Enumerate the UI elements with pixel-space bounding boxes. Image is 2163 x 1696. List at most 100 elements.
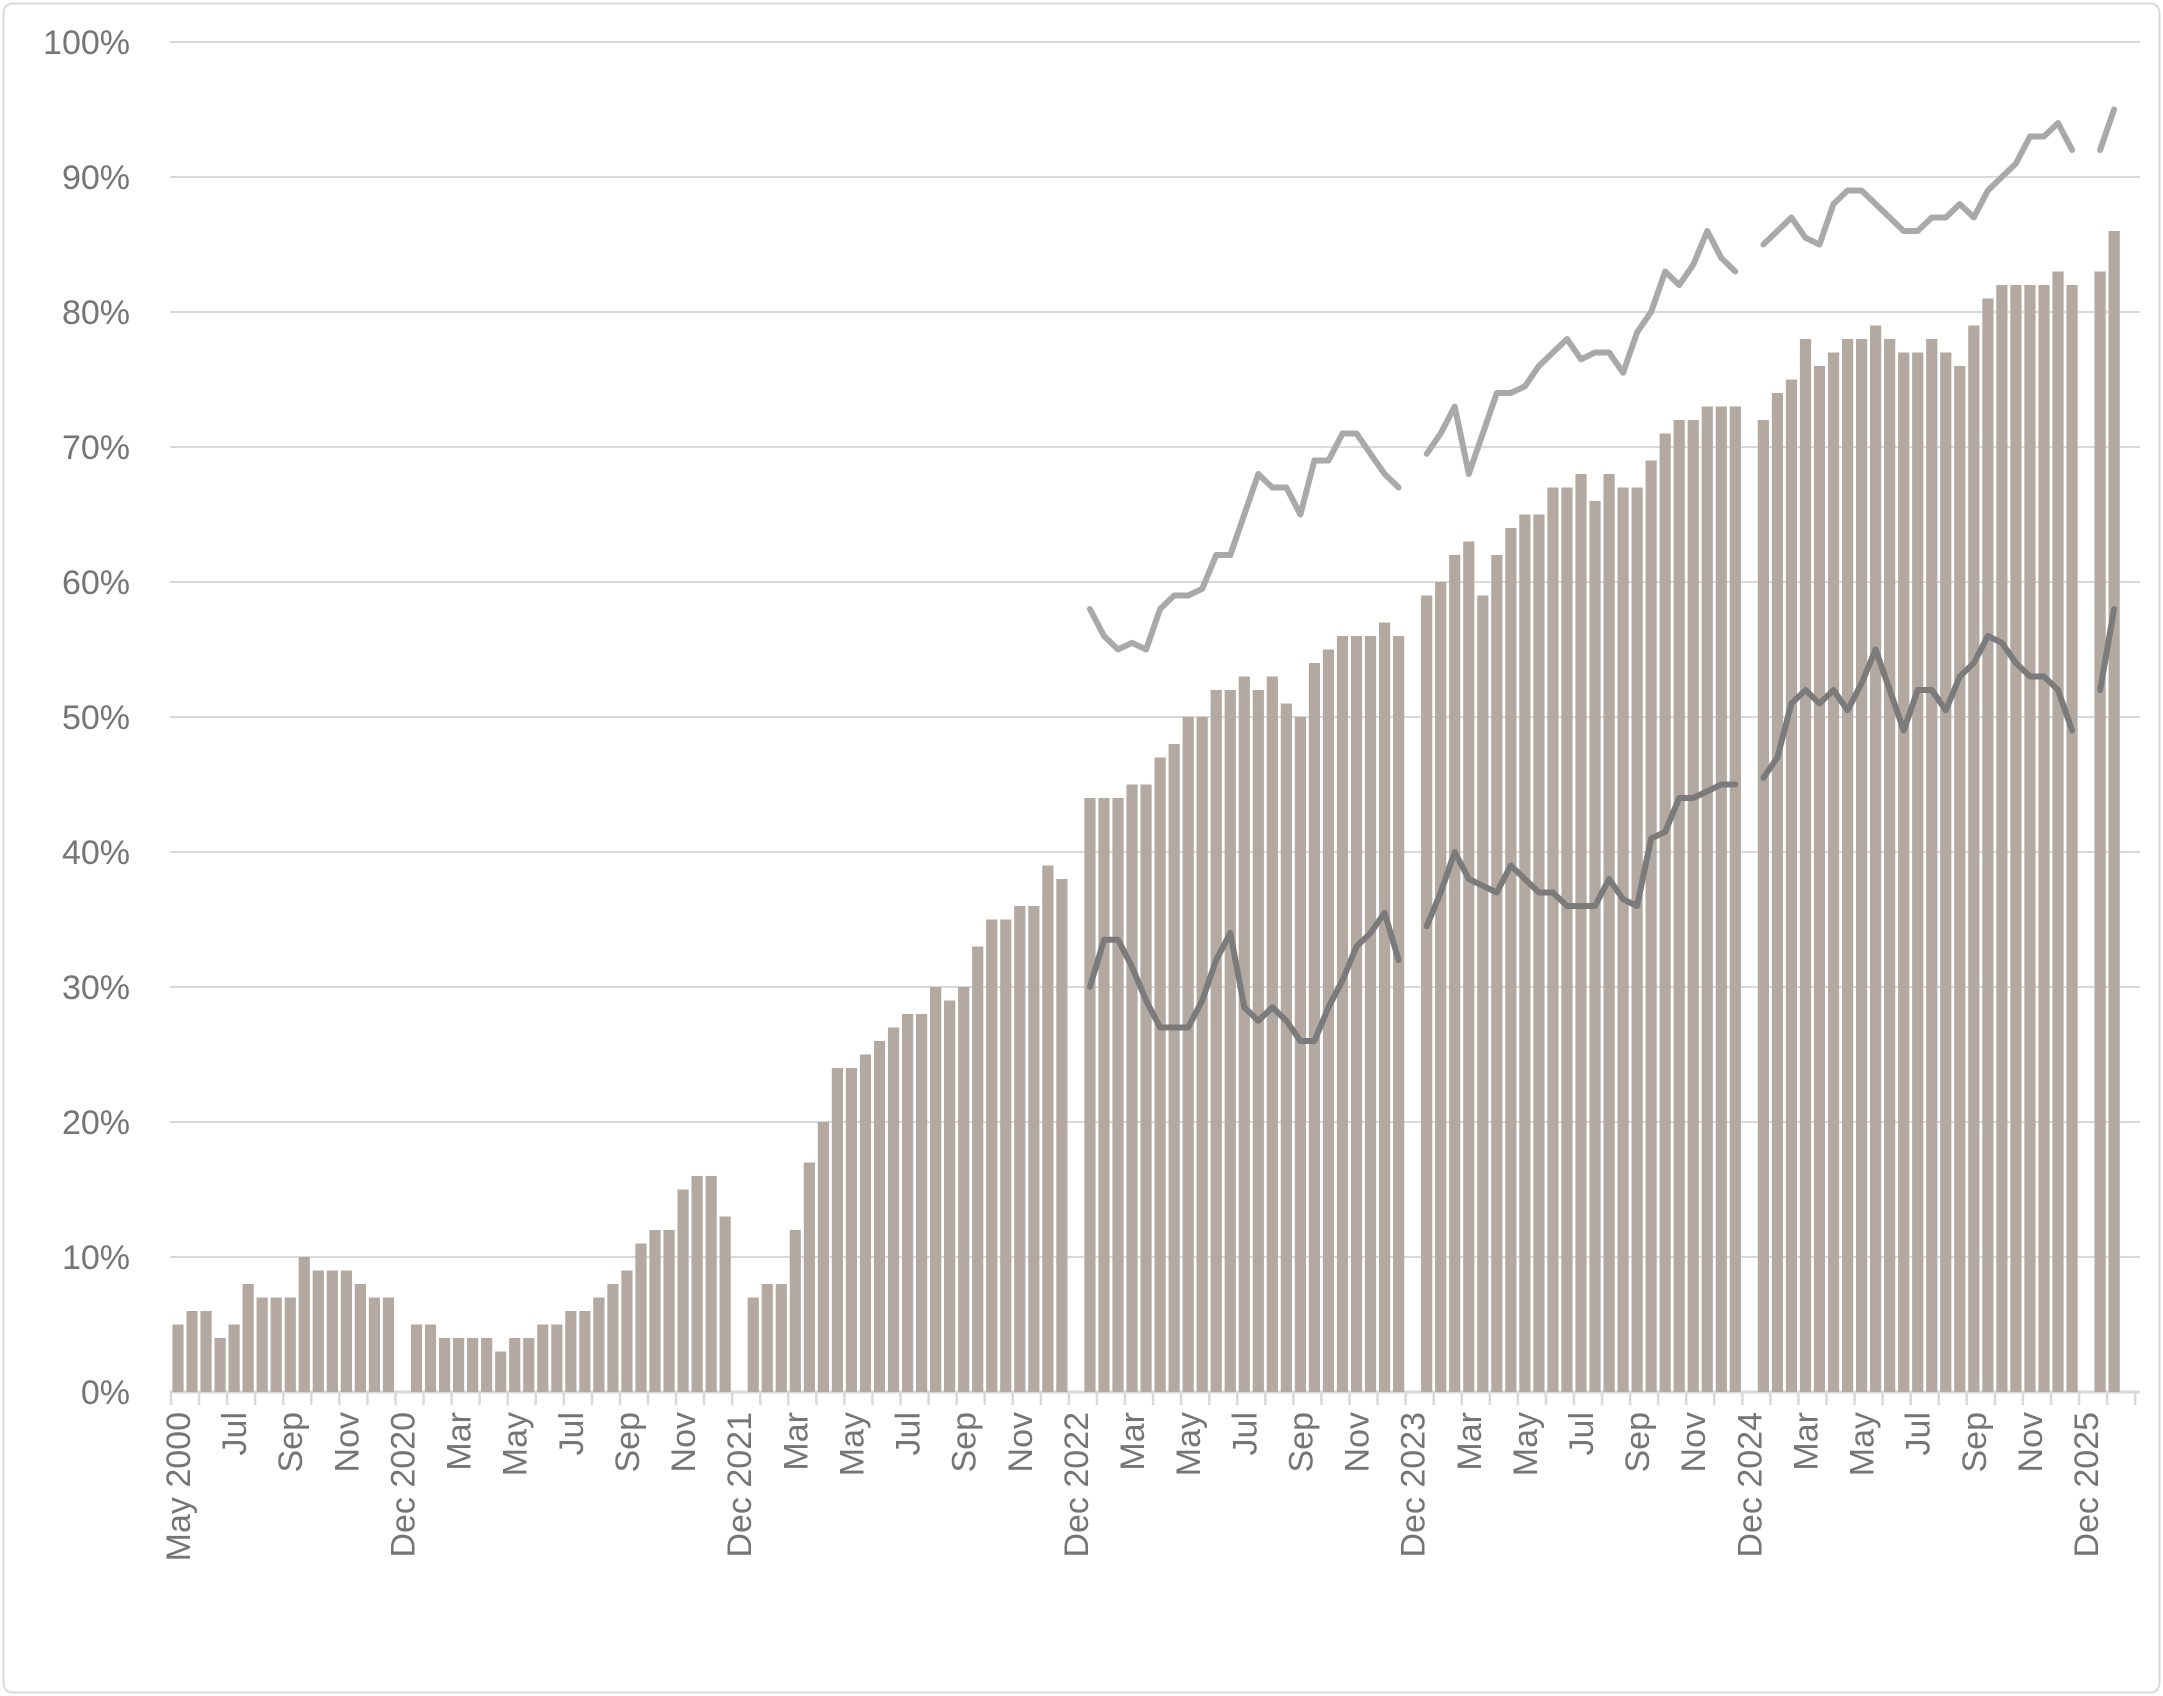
bar xyxy=(1084,798,1096,1392)
bar xyxy=(1898,352,1910,1392)
bar xyxy=(410,1324,423,1392)
bar xyxy=(1168,744,1180,1392)
bar xyxy=(1028,906,1040,1392)
bar xyxy=(565,1311,577,1392)
bar xyxy=(1982,298,1994,1392)
bar xyxy=(1940,352,1952,1392)
bar xyxy=(1477,595,1489,1392)
bar xyxy=(2094,271,2106,1392)
bar xyxy=(1547,487,1559,1392)
bar xyxy=(1589,501,1601,1392)
bar xyxy=(789,1230,801,1392)
bar xyxy=(481,1338,493,1392)
bar xyxy=(705,1176,717,1392)
bar xyxy=(944,1000,956,1392)
upper-line-segment xyxy=(2097,106,2118,153)
bar xyxy=(1519,514,1531,1392)
bar xyxy=(1196,717,1208,1392)
bar xyxy=(1785,379,1798,1392)
y-axis-tick-label: 30% xyxy=(62,969,130,1007)
bar xyxy=(1575,474,1587,1392)
bar xyxy=(1280,703,1292,1392)
bar xyxy=(368,1297,381,1392)
x-axis-tick-label: Jul xyxy=(1226,1412,1264,1455)
bar xyxy=(930,987,942,1392)
x-axis-tick-label: Mar xyxy=(777,1412,815,1471)
bar xyxy=(495,1351,507,1392)
x-axis-tick-label: Jul xyxy=(890,1412,928,1455)
lower-line-segment xyxy=(1760,633,2076,781)
bar xyxy=(887,1027,900,1392)
x-axis-tick-label: Jul xyxy=(553,1412,591,1455)
bar xyxy=(186,1311,198,1392)
bar xyxy=(537,1324,549,1392)
bar xyxy=(1350,636,1363,1392)
bars-series xyxy=(172,231,2120,1392)
bar xyxy=(579,1311,591,1392)
bar xyxy=(859,1054,872,1392)
x-axis-tick-label: Sep xyxy=(1956,1412,1994,1473)
bar xyxy=(1378,622,1391,1392)
bar xyxy=(1799,339,1812,1392)
bar xyxy=(1561,487,1573,1392)
bar xyxy=(1856,339,1868,1392)
bar xyxy=(256,1297,268,1392)
bar xyxy=(1210,690,1222,1392)
bar xyxy=(1322,649,1335,1392)
x-axis-tick-label: Nov xyxy=(1339,1412,1377,1472)
x-axis-tick-label: Dec 2024 xyxy=(1731,1412,1769,1558)
bar xyxy=(1056,879,1068,1392)
x-axis-tick-label: Sep xyxy=(272,1412,310,1473)
bar xyxy=(1659,433,1671,1392)
bar xyxy=(382,1297,395,1392)
bar xyxy=(1631,487,1643,1392)
bar xyxy=(1757,420,1769,1392)
bar xyxy=(649,1230,661,1392)
x-axis-tick-label: Nov xyxy=(2012,1412,2050,1472)
x-axis-tick-label: Nov xyxy=(1675,1412,1713,1472)
bar xyxy=(270,1297,282,1392)
x-axis-ticks xyxy=(169,1392,2137,1405)
bar xyxy=(1841,339,1854,1392)
x-axis-tick-label: Dec 2021 xyxy=(721,1412,759,1558)
upper-line-segment xyxy=(1086,430,1402,653)
bar xyxy=(326,1270,338,1392)
bar xyxy=(1827,352,1840,1392)
x-axis-tick-label: Sep xyxy=(1282,1412,1320,1473)
bar xyxy=(214,1338,226,1392)
x-axis-tick-label: May xyxy=(1507,1412,1545,1476)
bar xyxy=(1238,676,1250,1392)
bar xyxy=(915,1014,928,1392)
y-axis-tick-label: 100% xyxy=(43,24,130,62)
bar xyxy=(1393,636,1405,1392)
bar xyxy=(467,1338,479,1392)
bar xyxy=(284,1297,296,1392)
bar xyxy=(1870,325,1882,1392)
bar xyxy=(1140,784,1152,1392)
x-axis-tick-label: May xyxy=(1844,1412,1882,1476)
bar xyxy=(817,1122,829,1392)
bar xyxy=(1421,595,1433,1392)
bar xyxy=(172,1324,184,1392)
bar xyxy=(2010,285,2022,1392)
lower-line-segment xyxy=(2097,606,2118,693)
bar xyxy=(1729,406,1741,1392)
x-axis-tick-label: Dec 2023 xyxy=(1395,1412,1433,1558)
x-axis-tick-label: Mar xyxy=(1788,1412,1826,1471)
bar xyxy=(424,1324,437,1392)
bar xyxy=(607,1284,619,1392)
bar xyxy=(1000,919,1012,1392)
bar xyxy=(2066,285,2078,1392)
bar xyxy=(1912,352,1924,1392)
bar xyxy=(958,987,970,1392)
x-axis-tick-label: Dec 2020 xyxy=(385,1412,423,1558)
x-axis-tick-label: Nov xyxy=(328,1412,366,1472)
bar xyxy=(845,1068,858,1392)
bar xyxy=(621,1270,633,1392)
bar xyxy=(1126,784,1138,1392)
bar xyxy=(228,1324,240,1392)
bar xyxy=(340,1270,352,1392)
x-axis-tick-label: May xyxy=(497,1412,535,1476)
